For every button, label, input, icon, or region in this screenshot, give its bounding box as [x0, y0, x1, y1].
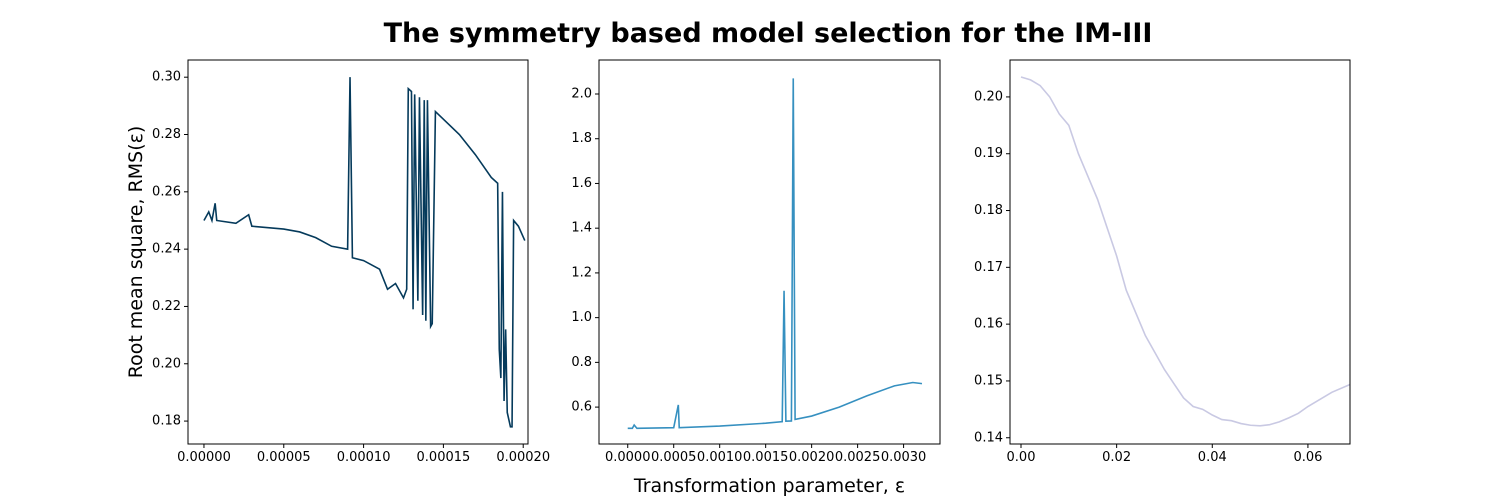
x-tick-label: 0.00005 [257, 450, 311, 465]
y-tick-label: 1.2 [571, 265, 592, 280]
x-tick-label: 0.00 [1007, 450, 1036, 465]
y-tick-label: 0.28 [152, 127, 181, 142]
data-line [203, 77, 526, 428]
y-tick-label: 0.18 [974, 203, 1003, 218]
y-tick-label: 0.16 [974, 317, 1003, 332]
y-tick-label: 0.22 [152, 299, 181, 314]
y-tick-label: 1.0 [571, 310, 592, 325]
y-tick-label: 2.0 [571, 86, 592, 101]
y-tick-label: 0.26 [152, 184, 181, 199]
x-tick-label: 0.0005 [651, 450, 697, 465]
x-tick-label: 0.04 [1198, 450, 1227, 465]
y-tick-label: 0.24 [152, 242, 181, 257]
x-tick-label: 0.0010 [697, 450, 743, 465]
x-tick-label: 0.00000 [177, 450, 231, 465]
x-tick-label: 0.02 [1102, 450, 1131, 465]
x-tick-label: 0.0000 [605, 450, 651, 465]
x-tick-label: 0.0020 [789, 450, 835, 465]
y-tick-label: 0.20 [152, 356, 181, 371]
x-tick-label: 0.0025 [835, 450, 881, 465]
y-tick-label: 0.15 [974, 373, 1003, 388]
data-line [627, 78, 923, 430]
y-tick-label: 0.18 [152, 414, 181, 429]
x-axis-label: Transformation parameter, ε [633, 475, 905, 497]
x-tick-label: 0.00020 [496, 450, 550, 465]
axes-frame [598, 59, 941, 445]
y-tick-label: 0.17 [974, 260, 1003, 275]
x-tick-label: 0.00010 [337, 450, 391, 465]
y-tick-label: 0.30 [152, 70, 181, 85]
y-tick-label: 0.8 [571, 355, 592, 370]
y-tick-label: 1.6 [571, 176, 592, 191]
x-tick-label: 0.06 [1293, 450, 1322, 465]
x-tick-label: 0.0015 [743, 450, 789, 465]
x-tick-label: 0.00015 [417, 450, 471, 465]
figure-title: The symmetry based model selection for t… [384, 18, 1153, 49]
y-tick-label: 0.19 [974, 146, 1003, 161]
y-tick-label: 1.8 [571, 131, 592, 146]
y-tick-label: 0.6 [571, 400, 592, 415]
y-axis-label: Root mean square, RMS(ε) [125, 126, 147, 379]
data-line [1020, 76, 1350, 427]
y-tick-label: 0.20 [974, 89, 1003, 104]
axes-frame [187, 59, 529, 445]
axes-frame [1009, 59, 1351, 445]
x-tick-label: 0.0030 [881, 450, 927, 465]
y-tick-label: 1.4 [571, 221, 592, 236]
y-tick-label: 0.14 [974, 430, 1003, 445]
